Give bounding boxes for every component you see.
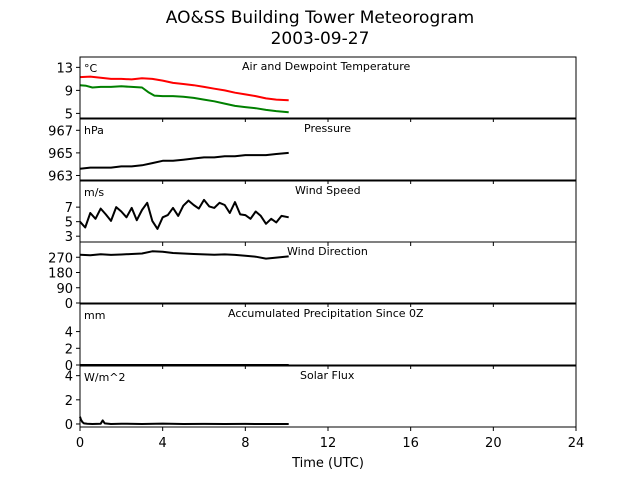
pressure-series-line-1 (79, 151, 289, 170)
precipitation-panel-title: Accumulated Precipitation Since 0Z (228, 307, 424, 320)
x-tick-label: 12 (320, 436, 337, 451)
pressure-unit-label: hPa (84, 124, 104, 137)
precipitation-panel-frame (79, 303, 577, 366)
precipitation-y-tick-label: 4 (65, 326, 73, 341)
solar-flux-panel-frame (79, 365, 577, 428)
temperature-y-tick-label: 5 (65, 107, 73, 122)
x-tick-label: 24 (568, 436, 585, 451)
wind-direction-y-tick-label: 180 (48, 267, 73, 282)
wind-direction-panel-title: Wind Direction (287, 245, 368, 258)
wind-speed-series-line-1 (79, 198, 289, 230)
solar-flux-y-tick-label: 4 (65, 370, 73, 385)
pressure-y-tick-label: 963 (48, 169, 73, 184)
solar-flux-series-line-1 (79, 416, 289, 425)
temperature-y-tick-label: 9 (65, 84, 73, 99)
solar-flux-panel-title: Solar Flux (300, 369, 355, 382)
pressure-panel-title: Pressure (304, 122, 351, 135)
temperature-unit-label: °C (84, 62, 98, 75)
temperature-panel-title: Air and Dewpoint Temperature (242, 60, 410, 73)
wind-direction-panel-frame (79, 241, 577, 304)
wind-speed-panel-title: Wind Speed (295, 184, 361, 197)
temperature-panel-frame (79, 56, 577, 119)
wind-speed-y-tick-label: 3 (65, 230, 73, 245)
figure-subtitle-date: 2003-09-27 (270, 29, 370, 49)
pressure-y-tick-label: 965 (48, 147, 73, 162)
x-tick-label: 0 (76, 436, 84, 451)
temperature-series-line-2 (79, 84, 289, 114)
solar-flux-y-tick-label: 0 (65, 418, 73, 433)
x-tick-label: 16 (402, 436, 419, 451)
wind-direction-y-tick-label: 90 (56, 282, 73, 297)
figure-title: AO&SS Building Tower Meteorogram (165, 8, 475, 28)
solar-flux-y-tick-label: 2 (65, 394, 73, 409)
pressure-y-tick-label: 967 (48, 124, 73, 139)
solar-flux-unit-label: W/m^2 (84, 371, 126, 384)
wind-speed-y-tick-label: 7 (65, 201, 73, 216)
wind-direction-y-tick-label: 270 (48, 251, 73, 266)
wind-speed-unit-label: m/s (84, 186, 104, 199)
temperature-y-tick-label: 13 (56, 61, 73, 76)
x-tick-label: 20 (485, 436, 502, 451)
x-axis-label: Time (UTC) (291, 456, 364, 471)
temperature-series-line-1 (79, 75, 289, 102)
precipitation-unit-label: mm (84, 309, 105, 322)
pressure-panel-frame (79, 118, 577, 181)
x-tick-label: 4 (159, 436, 167, 451)
precipitation-y-tick-label: 2 (65, 342, 73, 357)
wind-direction-y-tick-label: 0 (65, 297, 73, 312)
wind-direction-series-line-1 (79, 250, 289, 260)
x-tick-label: 8 (241, 436, 249, 451)
precipitation-y-tick-label: 0 (65, 359, 73, 374)
wind-speed-y-tick-label: 5 (65, 216, 73, 231)
